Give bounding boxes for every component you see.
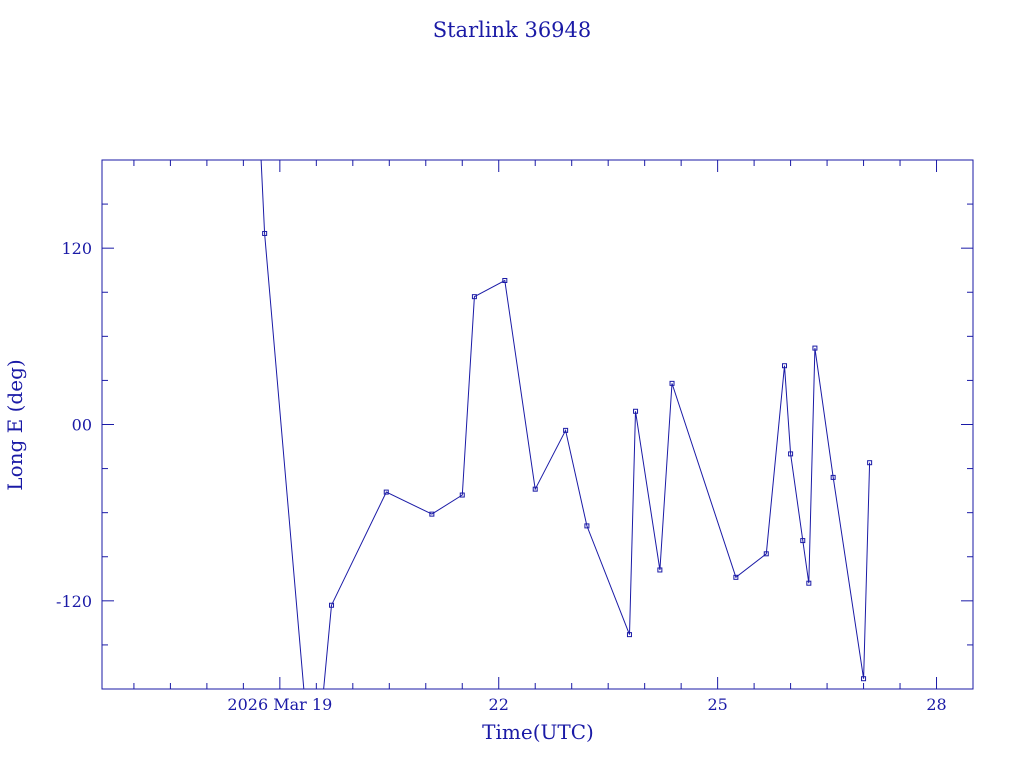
data-point-marker [471,294,477,300]
data-point-marker [459,492,465,498]
data-point-marker [563,427,569,433]
data-point-marker [626,632,632,638]
data-point-marker [383,489,389,495]
data-point-marker [806,580,812,586]
x-tick-label: 22 [489,695,509,714]
data-point-marker [429,511,435,517]
data-point-marker [329,602,335,608]
series-line [260,160,871,689]
data-point-marker [633,408,639,414]
y-tick-label: 120 [61,239,92,258]
y-axis-label: Long E (deg) [3,359,27,490]
data-point-marker [812,345,818,351]
x-tick-label: 25 [707,695,727,714]
data-point-marker [788,451,794,457]
data-point-marker [502,277,508,283]
plot-frame [101,159,974,690]
data-point-marker [800,538,806,544]
x-tick-label: 28 [926,695,946,714]
data-point-marker [584,523,590,529]
data-point-marker [782,363,788,369]
data-point-marker [867,460,873,466]
data-point-marker [669,380,675,386]
data-point-marker [657,567,663,573]
data-point-marker [763,551,769,557]
series-layer [260,160,873,689]
data-point-marker [532,486,538,492]
chart-title: Starlink 36948 [433,18,592,42]
data-point-marker [861,676,867,682]
y-tick-label: 00 [72,416,92,435]
x-axis-label: Time(UTC) [482,720,594,744]
y-tick-label: -120 [56,592,92,611]
x-tick-label: 2026 Mar 19 [227,695,332,714]
data-point-marker [262,230,268,236]
y-tick-labels: 120 00 -120 [56,239,92,611]
data-point-marker [733,574,739,580]
data-point-marker [830,474,836,480]
axis-ticks [102,160,973,689]
x-tick-labels: 2026 Mar 19 22 25 28 [227,695,946,714]
